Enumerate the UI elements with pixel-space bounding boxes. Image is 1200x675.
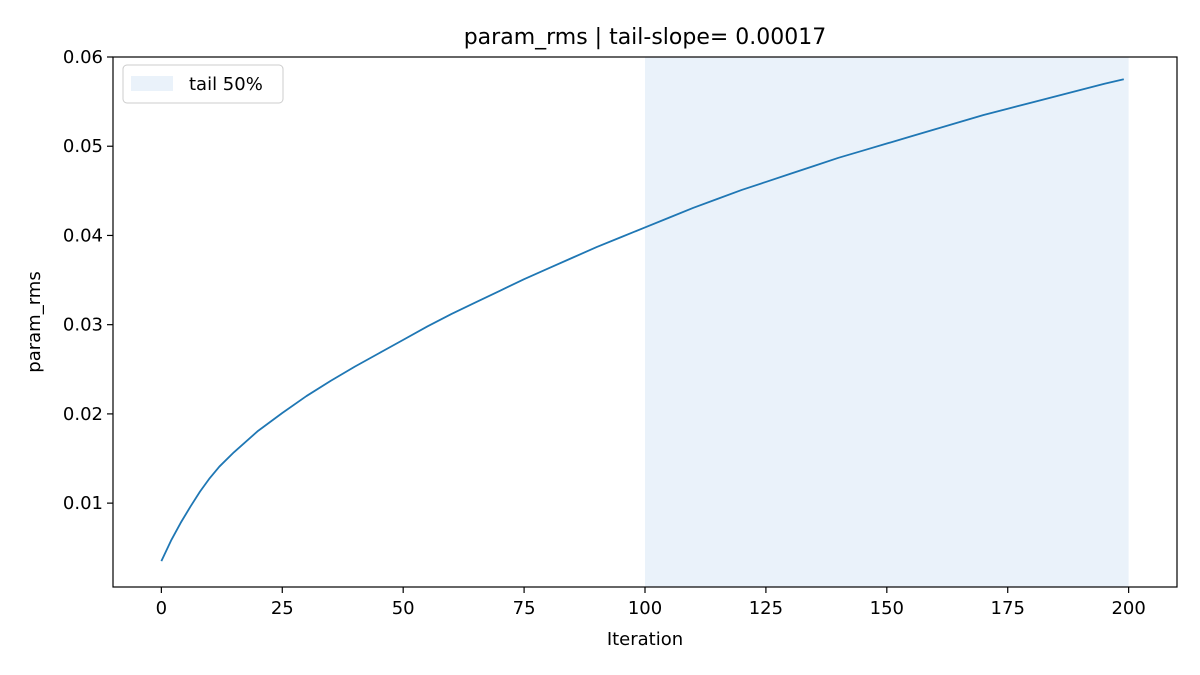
- x-tick-label: 100: [628, 598, 662, 619]
- legend-swatch-tail: [131, 76, 173, 91]
- y-tick-label: 0.03: [63, 315, 103, 336]
- y-tick-label: 0.01: [63, 493, 103, 514]
- x-tick-label: 175: [991, 598, 1025, 619]
- tail-region: [645, 57, 1129, 587]
- chart-title: param_rms | tail-slope= 0.00017: [464, 25, 827, 50]
- x-tick-label: 50: [392, 598, 415, 619]
- legend-box: [122, 64, 284, 104]
- y-tick-label: 0.06: [63, 47, 103, 68]
- y-tick-label: 0.04: [63, 225, 103, 246]
- y-axis-title: param_rms: [24, 271, 45, 372]
- series-line-0: [160, 78, 1125, 562]
- plot-area: 0 25 50 75 100 125 150 175 200 0.01 0.02 0.03 0.04 0.…: [63, 47, 1178, 619]
- y-tick-label: 0.05: [63, 136, 103, 157]
- x-axis-title: Iteration: [607, 629, 683, 650]
- x-tick-label: 150: [870, 598, 904, 619]
- x-tick-label: 75: [513, 598, 536, 619]
- x-tick-label: 25: [271, 598, 294, 619]
- x-tick-label: 0: [156, 598, 167, 619]
- legend-label-tail: tail 50%: [189, 74, 263, 95]
- x-tick-label: 125: [749, 598, 783, 619]
- y-tick-label: 0.02: [63, 404, 103, 425]
- x-tick-label: 200: [1111, 598, 1145, 619]
- legend: tail 50%: [122, 64, 284, 104]
